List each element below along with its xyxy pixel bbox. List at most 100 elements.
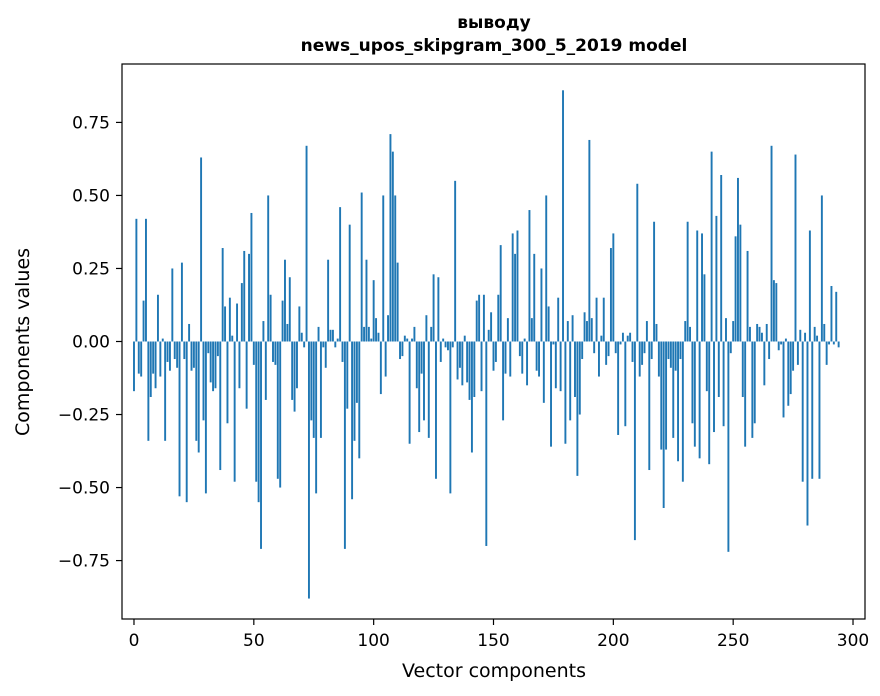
bar <box>780 341 783 345</box>
bar <box>756 323 759 342</box>
bar <box>641 341 644 365</box>
bar <box>343 341 346 549</box>
bar <box>586 321 588 342</box>
plot-frame <box>121 63 866 620</box>
bar <box>506 318 509 342</box>
bar <box>178 341 181 497</box>
bar <box>185 341 188 503</box>
bar <box>401 341 404 357</box>
bar <box>449 341 452 494</box>
bar <box>324 341 327 368</box>
x-tick-label: 200 <box>597 631 629 651</box>
bar <box>595 297 598 342</box>
bar <box>523 338 526 342</box>
bar <box>648 341 651 471</box>
bar <box>677 341 680 462</box>
bar <box>684 321 687 342</box>
bar <box>744 341 747 447</box>
bar <box>140 341 143 377</box>
bar <box>828 341 831 345</box>
bar <box>830 286 833 342</box>
bar <box>571 315 574 342</box>
bar <box>562 90 564 342</box>
bar <box>538 341 540 377</box>
bar <box>725 318 727 342</box>
bar <box>552 341 555 345</box>
bar <box>425 315 428 342</box>
bar <box>499 245 502 342</box>
bar <box>264 341 267 400</box>
bar <box>233 341 236 482</box>
bar <box>734 236 737 342</box>
bar <box>626 335 629 342</box>
bar <box>569 341 572 421</box>
bar <box>784 338 787 342</box>
bar <box>315 341 318 494</box>
bar <box>403 335 406 342</box>
bar <box>533 253 536 342</box>
bar <box>701 233 703 342</box>
bar <box>444 341 447 348</box>
bar <box>593 341 596 354</box>
bar <box>355 341 358 403</box>
bar <box>631 341 634 362</box>
bar <box>152 341 155 374</box>
y-tick-label: 0.50 <box>72 186 110 206</box>
bar <box>482 294 485 342</box>
bar <box>466 341 469 383</box>
bar <box>447 341 449 351</box>
bar <box>674 341 677 371</box>
bar <box>231 335 234 342</box>
bar <box>377 332 380 342</box>
bar <box>212 341 215 392</box>
bar <box>607 341 610 357</box>
bar <box>461 341 464 386</box>
bar <box>147 341 150 441</box>
x-axis-ticks: 0 50 100 150 200 250 300 <box>129 619 869 651</box>
bar <box>703 274 706 342</box>
y-tick-label: −0.25 <box>58 406 110 426</box>
y-axis-label: Components values <box>12 248 34 436</box>
bar <box>164 341 167 441</box>
bar <box>319 341 322 438</box>
bar <box>365 259 368 342</box>
x-tick-label: 50 <box>243 631 265 651</box>
bar <box>420 341 423 374</box>
x-tick-label: 100 <box>357 631 389 651</box>
bar <box>633 341 636 541</box>
bar <box>818 341 821 479</box>
bar <box>605 341 608 365</box>
bar <box>614 341 617 354</box>
bar <box>272 341 274 362</box>
bar <box>298 306 301 342</box>
bar <box>248 253 250 342</box>
bar <box>406 338 409 342</box>
bar <box>219 341 222 471</box>
bar <box>284 259 286 342</box>
bar <box>180 262 183 342</box>
bar <box>427 341 430 438</box>
bar <box>741 341 744 397</box>
bar <box>322 341 325 348</box>
bar <box>341 341 344 362</box>
bar <box>149 341 152 397</box>
bar <box>269 294 272 342</box>
bar <box>133 341 135 392</box>
bar <box>693 341 696 447</box>
bar <box>418 341 421 433</box>
bar <box>367 326 370 342</box>
bar <box>825 341 828 365</box>
bar <box>708 341 711 465</box>
y-tick-label: −0.75 <box>58 552 110 572</box>
bar <box>190 341 193 371</box>
bar <box>176 341 179 368</box>
bar <box>137 341 140 374</box>
bar <box>739 224 742 342</box>
bar <box>763 341 766 386</box>
bar <box>624 341 627 427</box>
bar <box>442 338 445 342</box>
bar <box>737 177 739 342</box>
bar <box>559 341 562 392</box>
bar <box>722 341 725 427</box>
bar <box>705 341 708 392</box>
